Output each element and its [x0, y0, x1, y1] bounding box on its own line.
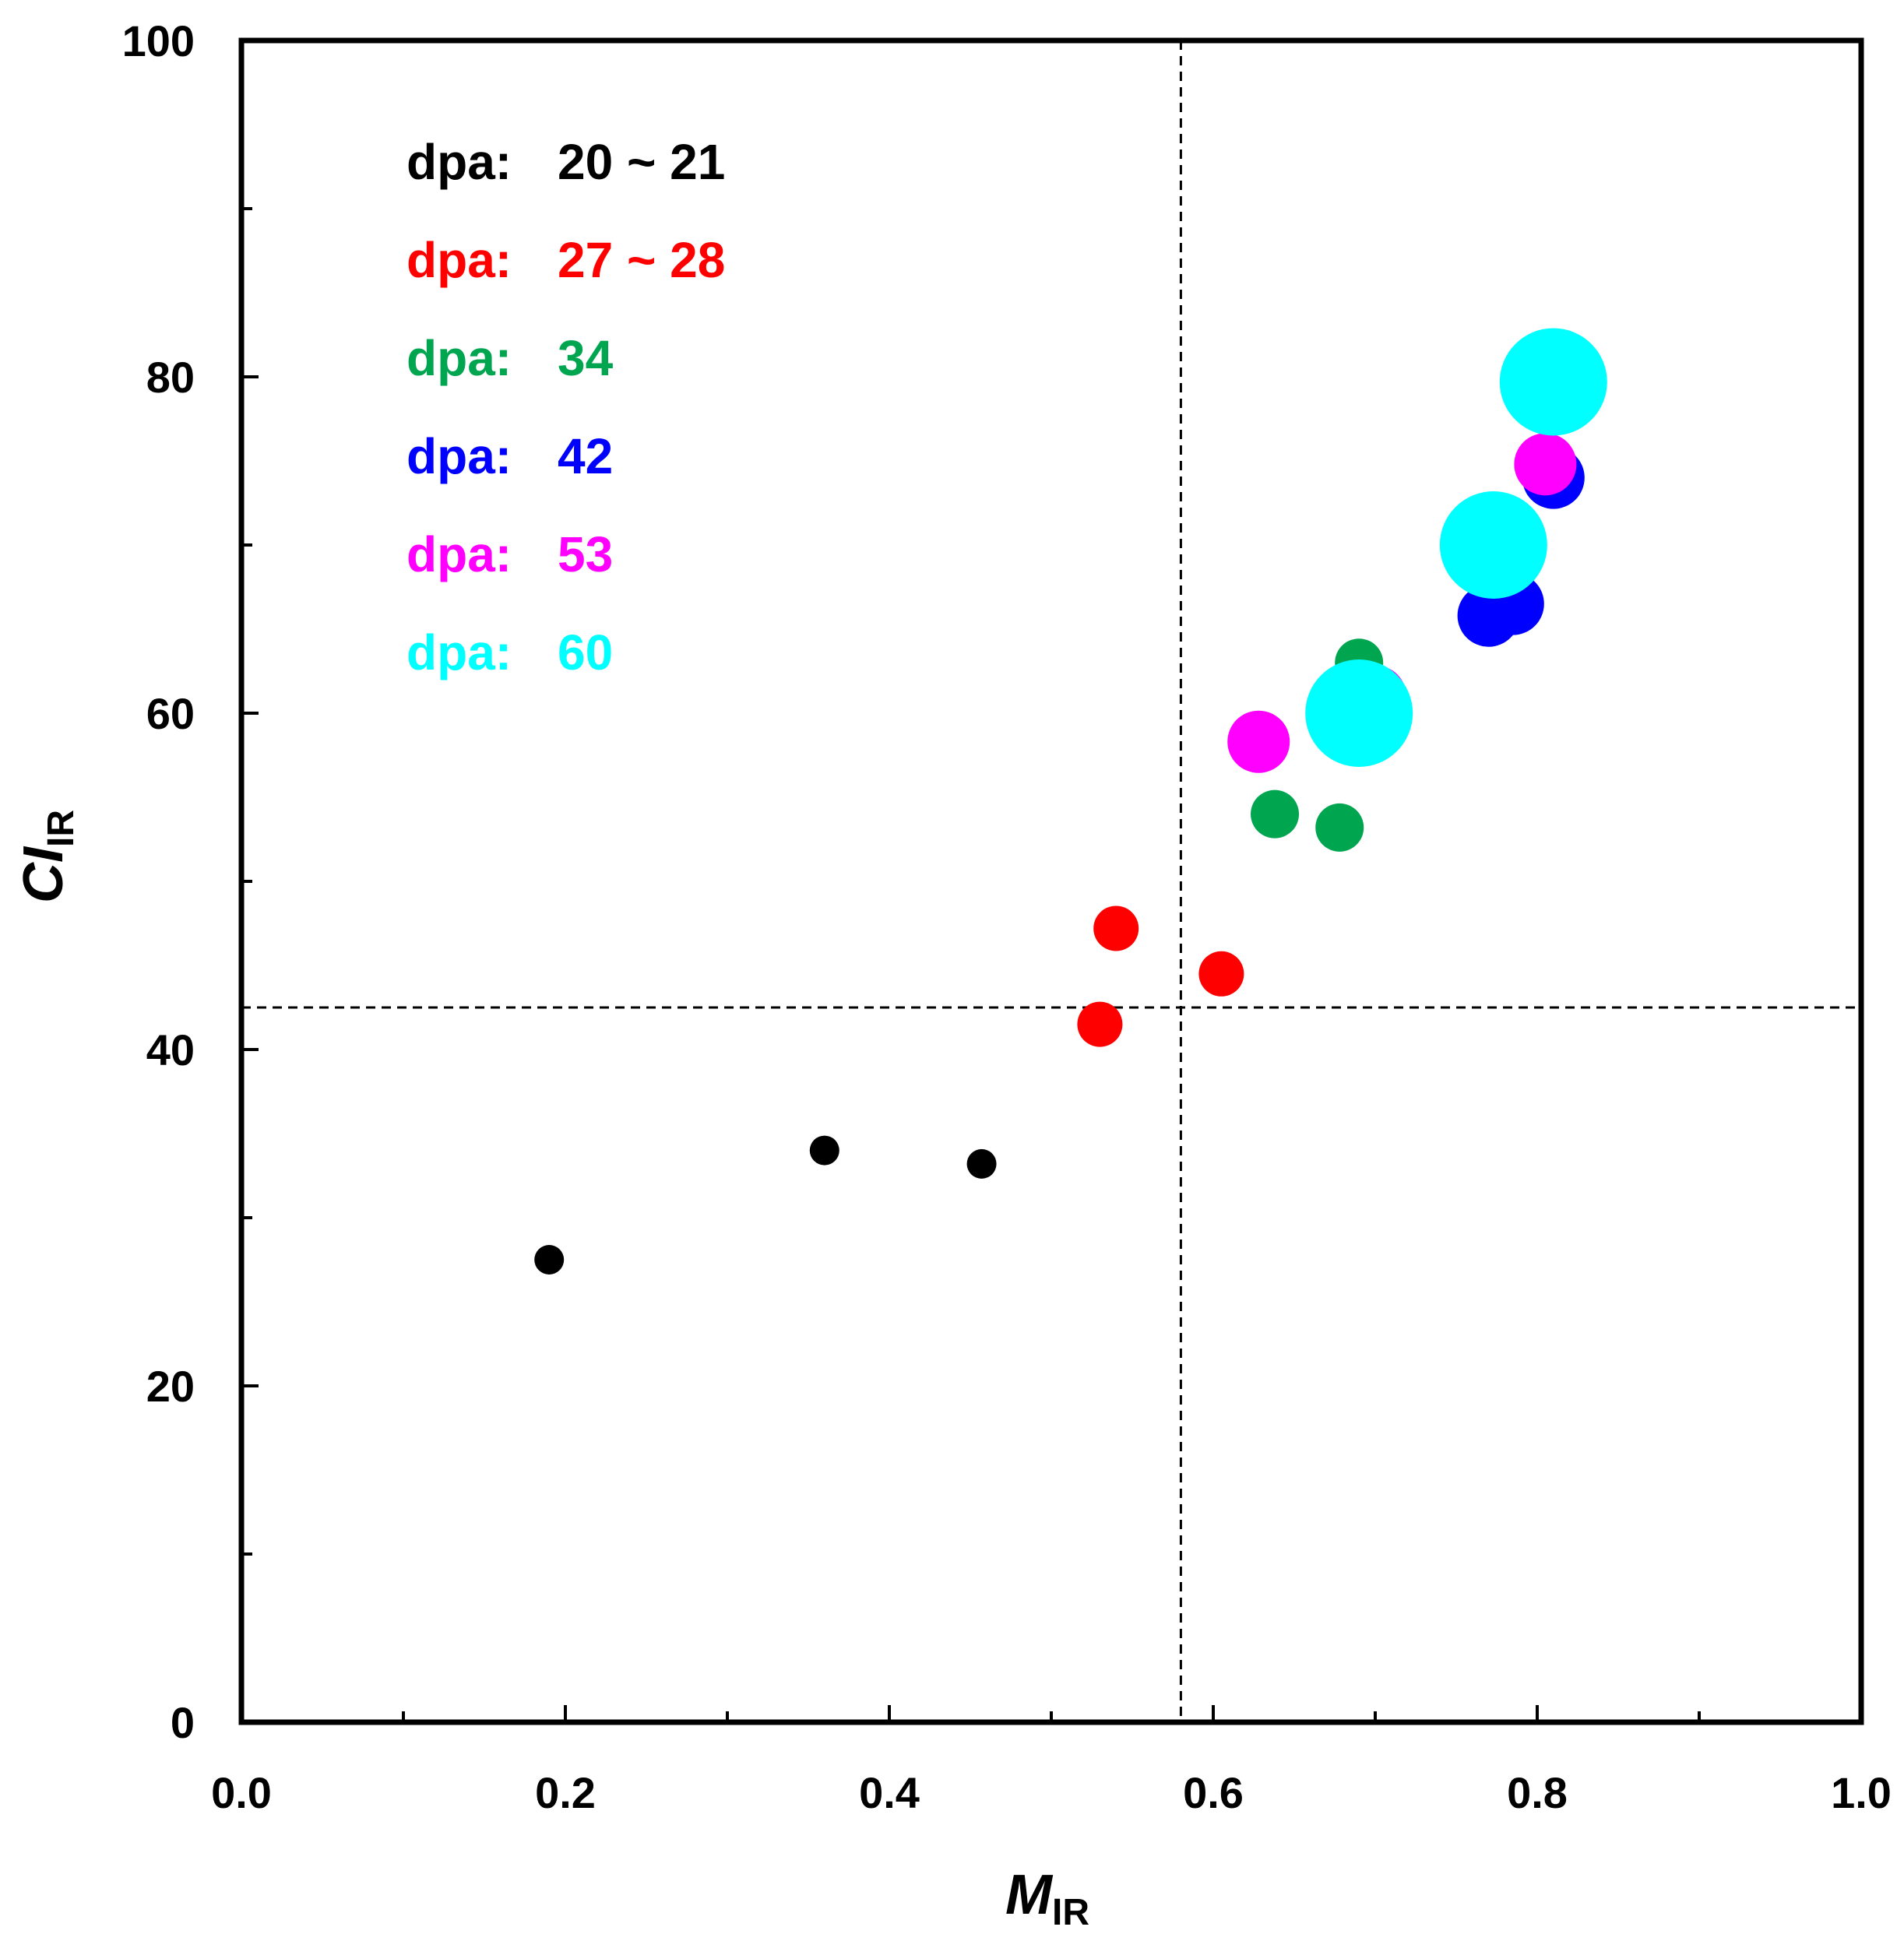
y-tick-label: 0	[171, 1698, 195, 1747]
y-tick-label: 60	[146, 689, 195, 738]
x-tick-label: 0.2	[535, 1768, 596, 1817]
data-point	[1499, 328, 1607, 436]
y-tick-label: 20	[146, 1362, 195, 1411]
series-5	[1305, 328, 1607, 767]
x-tick-label: 0.8	[1507, 1768, 1568, 1817]
y-tick-label: 100	[122, 16, 195, 65]
legend-value: 34	[558, 330, 614, 386]
reference-lines	[241, 40, 1861, 1722]
y-tick-label: 80	[146, 353, 195, 402]
x-tick-label: 0.0	[211, 1768, 272, 1817]
legend-value: 27 ~ 28	[558, 232, 725, 288]
data-point	[1439, 491, 1547, 599]
legend-value: 60	[558, 624, 613, 680]
x-tick-label: 0.4	[859, 1768, 920, 1817]
data-point	[1514, 433, 1577, 496]
y-axis-title: CIIR	[12, 810, 82, 903]
data-point	[1315, 803, 1364, 852]
data-point	[1305, 659, 1413, 767]
y-tick-labels: 0 20 40 60 80 100	[122, 16, 195, 1747]
legend-value: 42	[558, 428, 613, 484]
legend: dpa: 20 ~ 21 dpa: 27 ~ 28 dpa: 34 dpa: 42 dpa: 53…	[406, 134, 725, 680]
data-point	[1077, 1001, 1123, 1047]
legend-label: dpa:	[406, 232, 512, 288]
data-point	[1227, 710, 1290, 773]
x-tick-labels: 0.0 0.2 0.4 0.6 0.8 1.0	[211, 1768, 1892, 1817]
data-point	[534, 1245, 565, 1275]
x-tick-label: 1.0	[1831, 1768, 1892, 1817]
series-0	[534, 1135, 997, 1275]
x-tick-label: 0.6	[1183, 1768, 1244, 1817]
legend-label: dpa:	[406, 624, 512, 680]
axis-ticks	[240, 39, 1863, 1724]
legend-label: dpa:	[406, 428, 512, 484]
data-point	[966, 1148, 997, 1179]
data-point	[1251, 789, 1300, 839]
legend-label: dpa:	[406, 134, 512, 190]
legend-label: dpa:	[406, 526, 512, 582]
y-tick-label: 40	[146, 1025, 195, 1074]
data-point	[1198, 951, 1244, 997]
data-point	[1093, 905, 1139, 951]
x-axis-title: MIR	[1005, 1864, 1089, 1933]
data-point	[809, 1135, 839, 1166]
series-1	[1077, 905, 1244, 1047]
legend-value: 53	[558, 526, 613, 582]
legend-label: dpa:	[406, 330, 512, 386]
data-points	[534, 328, 1607, 1275]
legend-value: 20 ~ 21	[558, 134, 725, 190]
